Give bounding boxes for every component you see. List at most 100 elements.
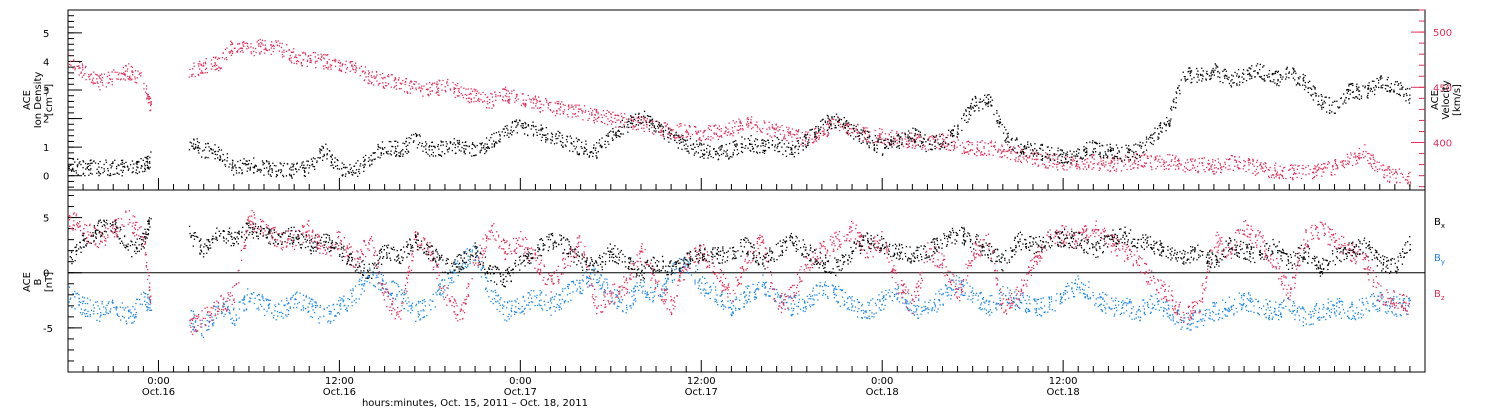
velocity-point bbox=[382, 73, 383, 74]
density-point bbox=[650, 116, 651, 117]
velocity-point bbox=[112, 84, 113, 85]
density-point bbox=[507, 129, 508, 130]
velocity-point bbox=[1090, 161, 1091, 162]
density-point bbox=[136, 164, 137, 165]
velocity-point bbox=[1125, 164, 1126, 165]
velocity-point bbox=[665, 126, 666, 127]
density-point bbox=[325, 144, 326, 145]
velocity-point bbox=[1400, 173, 1401, 174]
density-point bbox=[339, 168, 340, 169]
density-point bbox=[122, 160, 123, 161]
density-point bbox=[1228, 77, 1229, 78]
density-point bbox=[290, 167, 291, 168]
density-point bbox=[927, 139, 928, 140]
density-point bbox=[111, 166, 112, 167]
velocity-point bbox=[378, 84, 379, 85]
density-point bbox=[575, 148, 576, 149]
density-point bbox=[747, 148, 748, 149]
velocity-point bbox=[1359, 157, 1360, 158]
density-point bbox=[1378, 87, 1379, 88]
velocity-point bbox=[612, 121, 613, 122]
by-point bbox=[212, 325, 213, 326]
density-point bbox=[491, 134, 492, 135]
density-point bbox=[1397, 81, 1398, 82]
velocity-point bbox=[90, 74, 91, 75]
velocity-point bbox=[1048, 156, 1049, 157]
density-point bbox=[699, 144, 700, 145]
velocity-point bbox=[388, 83, 389, 84]
density-point bbox=[87, 167, 88, 168]
density-point bbox=[270, 174, 271, 175]
density-point bbox=[323, 148, 324, 149]
density-point bbox=[751, 135, 752, 136]
velocity-point bbox=[983, 148, 984, 149]
velocity-point bbox=[624, 122, 625, 123]
velocity-point bbox=[948, 150, 949, 151]
by-point bbox=[229, 312, 230, 313]
by-point bbox=[144, 293, 145, 294]
density-point bbox=[706, 148, 707, 149]
velocity-point bbox=[1329, 162, 1330, 163]
velocity-point bbox=[1325, 167, 1326, 168]
velocity-point bbox=[988, 143, 989, 144]
density-point bbox=[1382, 87, 1383, 88]
velocity-point bbox=[740, 125, 741, 126]
velocity-point bbox=[905, 136, 906, 137]
velocity-point bbox=[1078, 164, 1079, 165]
velocity-point bbox=[1034, 159, 1035, 160]
velocity-point bbox=[422, 96, 423, 97]
density-point bbox=[963, 115, 964, 116]
density-point bbox=[777, 137, 778, 138]
velocity-point bbox=[558, 103, 559, 104]
velocity-point bbox=[411, 86, 412, 87]
density-point bbox=[558, 135, 559, 136]
density-point bbox=[1089, 142, 1090, 143]
density-point bbox=[74, 161, 75, 162]
density-point bbox=[920, 136, 921, 137]
density-point bbox=[776, 147, 777, 148]
density-point bbox=[607, 141, 608, 142]
velocity-point bbox=[1155, 158, 1156, 159]
velocity-point bbox=[989, 153, 990, 154]
velocity-point bbox=[1384, 174, 1385, 175]
density-point bbox=[612, 138, 613, 139]
by-point bbox=[87, 298, 88, 299]
velocity-point bbox=[604, 115, 605, 116]
velocity-point bbox=[457, 83, 458, 84]
density-point bbox=[1095, 151, 1096, 152]
density-point bbox=[300, 166, 301, 167]
density-point bbox=[399, 155, 400, 156]
velocity-point bbox=[1262, 168, 1263, 169]
velocity-point bbox=[800, 144, 801, 145]
density-point bbox=[844, 127, 845, 128]
velocity-point bbox=[908, 141, 909, 142]
velocity-point bbox=[1093, 154, 1094, 155]
by-point bbox=[85, 309, 86, 310]
density-point bbox=[1067, 152, 1068, 153]
velocity-point bbox=[1083, 168, 1084, 169]
density-point bbox=[1059, 155, 1060, 156]
density-point bbox=[612, 131, 613, 132]
density-point bbox=[1381, 87, 1382, 88]
density-point bbox=[355, 172, 356, 173]
density-point bbox=[228, 166, 229, 167]
velocity-point bbox=[128, 78, 129, 79]
velocity-point bbox=[365, 72, 366, 73]
velocity-point bbox=[902, 139, 903, 140]
velocity-point bbox=[606, 116, 607, 117]
velocity-point bbox=[917, 137, 918, 138]
velocity-point bbox=[1342, 165, 1343, 166]
density-point bbox=[1185, 80, 1186, 81]
velocity-point bbox=[823, 128, 824, 129]
velocity-point bbox=[493, 105, 494, 106]
density-point bbox=[513, 130, 514, 131]
velocity-point bbox=[730, 133, 731, 134]
velocity-point bbox=[95, 83, 96, 84]
velocity-point bbox=[360, 75, 361, 76]
velocity-point bbox=[441, 90, 442, 91]
density-point bbox=[918, 131, 919, 132]
density-point bbox=[1107, 156, 1108, 157]
velocity-point bbox=[1290, 165, 1291, 166]
density-point bbox=[1211, 70, 1212, 71]
density-point bbox=[472, 148, 473, 149]
